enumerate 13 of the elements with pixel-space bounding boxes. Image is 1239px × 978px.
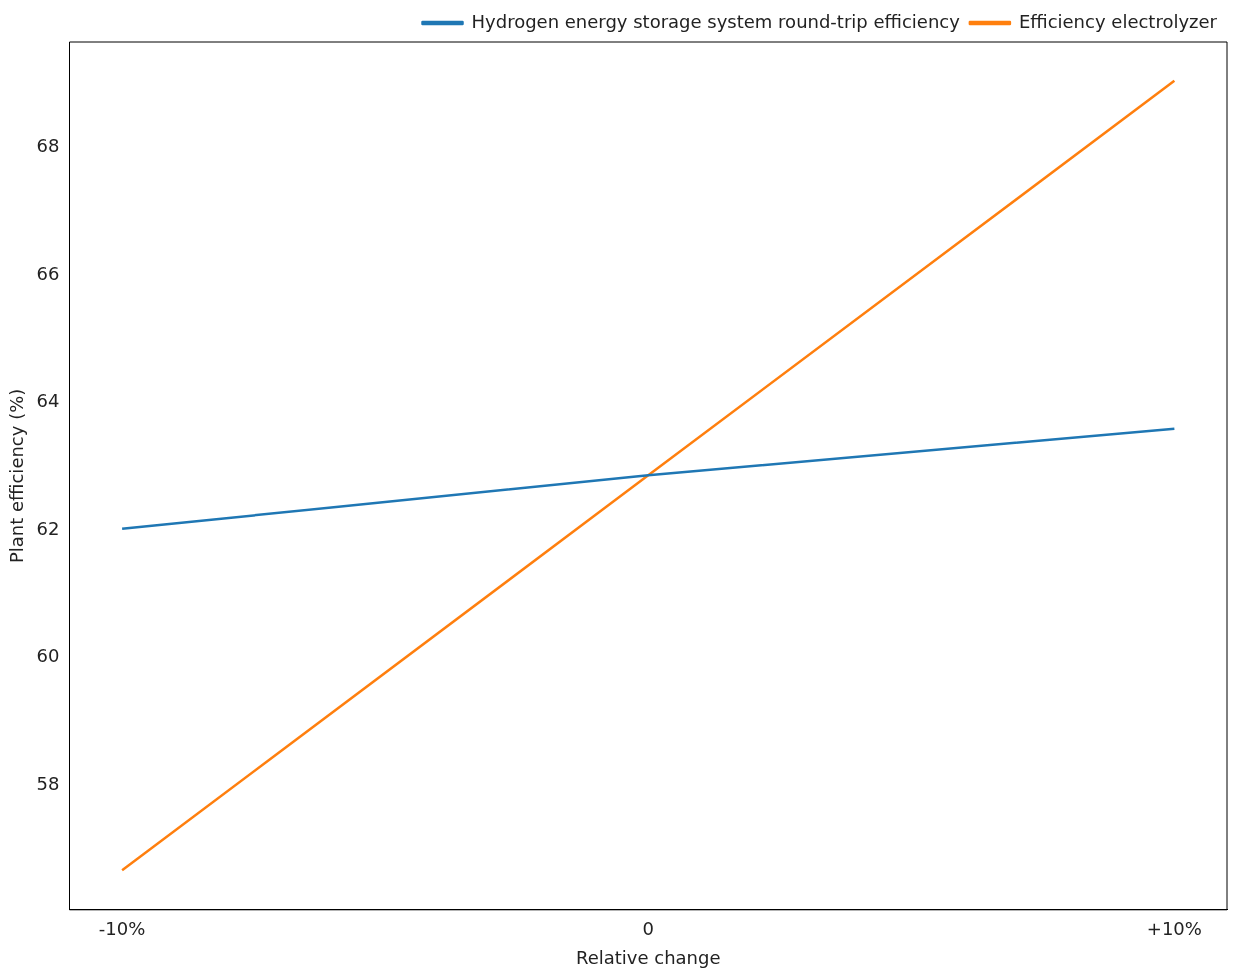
y-tick-label: 68 [36,135,60,157]
y-tick-label: 60 [36,645,60,667]
y-axis-title: Plant efficiency (%) [6,388,28,564]
y-tick-label: 64 [36,390,60,412]
legend-label: Hydrogen energy storage system round-trip efficiency [471,10,961,32]
x-axis-title: Relative change [575,946,721,968]
y-tick-label: 62 [36,517,60,539]
x-tick-label: 0 [642,918,654,940]
x-tick-label: +10% [1146,918,1202,940]
x-tick-label: -10% [98,918,146,940]
y-tick-label: 66 [36,262,60,284]
y-tick-label: 58 [36,772,60,794]
legend-label: Efficiency electrolyzer [1018,10,1218,32]
